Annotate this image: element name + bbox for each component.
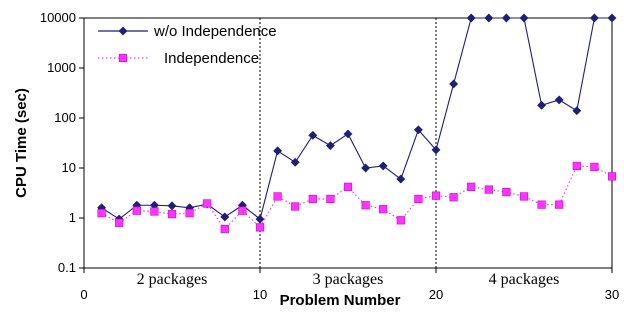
data-point [607, 172, 617, 181]
y-tick-label: 10000 [40, 10, 76, 25]
plot-area [83, 17, 613, 269]
series-1 [97, 161, 617, 234]
legend-label: w/o Independence [153, 23, 277, 40]
data-point [343, 182, 353, 191]
x-axis-title: Problem Number [280, 292, 401, 309]
data-point [167, 209, 177, 219]
data-point [466, 13, 476, 23]
data-point [555, 200, 564, 209]
data-point [220, 224, 229, 234]
x-tick-label: 30 [605, 287, 619, 302]
data-point [449, 79, 459, 89]
data-point [325, 141, 335, 151]
data-point [361, 201, 370, 210]
data-point [537, 100, 547, 110]
data-point [185, 209, 194, 218]
y-tick-label: 10 [62, 160, 76, 175]
data-point [326, 194, 335, 204]
data-point [97, 209, 106, 218]
data-point [467, 182, 476, 191]
x-tick-label: 20 [429, 287, 443, 302]
y-tick-label: 1000 [47, 60, 76, 75]
data-point [589, 13, 599, 23]
data-point [501, 13, 511, 23]
data-point [572, 161, 581, 171]
data-point [431, 191, 441, 200]
data-point [150, 207, 159, 216]
data-point [519, 192, 529, 201]
data-point [537, 200, 546, 209]
data-point [308, 194, 317, 204]
y-tick-label: 1 [69, 210, 76, 225]
x-tick-label: 10 [253, 287, 267, 302]
data-point [502, 187, 511, 197]
data-point [220, 212, 230, 222]
data-point [273, 192, 282, 201]
legend-label: Independence [164, 50, 259, 67]
x-tick-label: 0 [80, 287, 87, 302]
y-tick-label: 100 [54, 110, 76, 125]
data-point [291, 202, 300, 211]
data-point [572, 106, 582, 116]
data-point [431, 145, 441, 155]
data-point [115, 218, 124, 227]
legend-marker [118, 26, 128, 36]
data-point [132, 206, 141, 215]
legend-marker [118, 53, 128, 63]
data-point [203, 199, 212, 208]
data-point [607, 13, 617, 23]
data-point [413, 125, 423, 135]
data-point [396, 174, 406, 184]
data-point [590, 162, 599, 172]
data-point [343, 129, 353, 139]
y-tick-label: 0.1 [58, 260, 76, 275]
data-point [396, 216, 405, 225]
group-label: 3 packages [313, 271, 384, 288]
data-point [378, 161, 388, 171]
data-point [379, 205, 388, 214]
data-point [308, 130, 318, 140]
data-point [255, 223, 265, 232]
group-label: 4 packages [489, 271, 560, 288]
data-point [290, 157, 300, 167]
data-point [449, 193, 458, 202]
group-label: 2 packages [137, 271, 208, 288]
data-point [519, 13, 529, 23]
data-point [414, 194, 423, 204]
data-point [554, 95, 564, 105]
data-point [484, 13, 494, 23]
data-point [238, 206, 247, 215]
data-point [273, 146, 283, 156]
y-axis-title: CPU Time (sec) [13, 88, 30, 198]
data-point [484, 185, 493, 194]
data-point [361, 163, 371, 173]
